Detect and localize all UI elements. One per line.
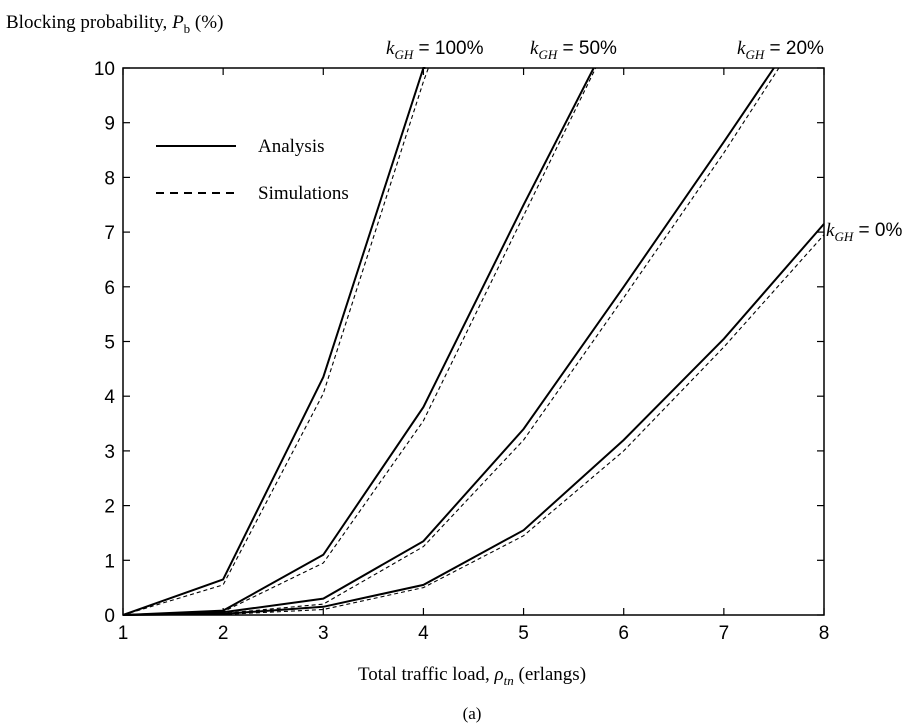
y-tick-label: 5 — [104, 333, 115, 354]
figure-caption: (a) — [463, 704, 482, 723]
x-tick-label: 1 — [118, 623, 129, 644]
series-simulations-line-2 — [122, 67, 780, 616]
annotation-kgh-0: kGH = 0% — [826, 220, 902, 244]
legend-analysis-label: Analysis — [258, 136, 325, 157]
y-tick-label: 6 — [104, 278, 115, 299]
y-tick-label: 10 — [94, 59, 115, 80]
y-tick-label: 9 — [104, 114, 115, 135]
x-axis-label: Total traffic load, ρtn (erlangs) — [358, 664, 586, 688]
annotation-kgh-100: kGH = 100% — [386, 38, 484, 62]
series-simulations-line-1 — [122, 67, 597, 616]
x-tick-label: 8 — [819, 623, 830, 644]
x-tick-label: 4 — [418, 623, 429, 644]
y-tick-label: 2 — [104, 497, 115, 518]
annotation-kgh-50: kGH = 50% — [530, 38, 617, 62]
y-tick-label: 0 — [104, 606, 115, 627]
series-layer — [122, 67, 825, 616]
y-tick-label: 4 — [104, 387, 115, 408]
series-analysis-line-2 — [122, 67, 775, 616]
annotation-kgh-20: kGH = 20% — [737, 38, 824, 62]
series-analysis-line-3 — [122, 223, 825, 616]
x-tick-label: 6 — [618, 623, 629, 644]
x-tick-label: 2 — [218, 623, 229, 644]
series-simulations-line-3 — [122, 234, 825, 616]
y-axis-label: Blocking probability, Pb (%) — [6, 12, 223, 36]
y-tick-label: 7 — [104, 223, 115, 244]
y-tick-label: 8 — [104, 168, 115, 189]
y-tick-label: 1 — [104, 551, 115, 572]
x-tick-label: 3 — [318, 623, 329, 644]
series-analysis-line-0 — [122, 67, 426, 616]
series-simulations-line-0 — [122, 67, 429, 616]
x-tick-label: 7 — [719, 623, 730, 644]
series-analysis-line-1 — [122, 67, 595, 616]
legend-simulations-label: Simulations — [258, 183, 349, 204]
legend: Analysis Simulations — [156, 136, 349, 204]
y-tick-label: 3 — [104, 442, 115, 463]
x-tick-label: 5 — [518, 623, 529, 644]
